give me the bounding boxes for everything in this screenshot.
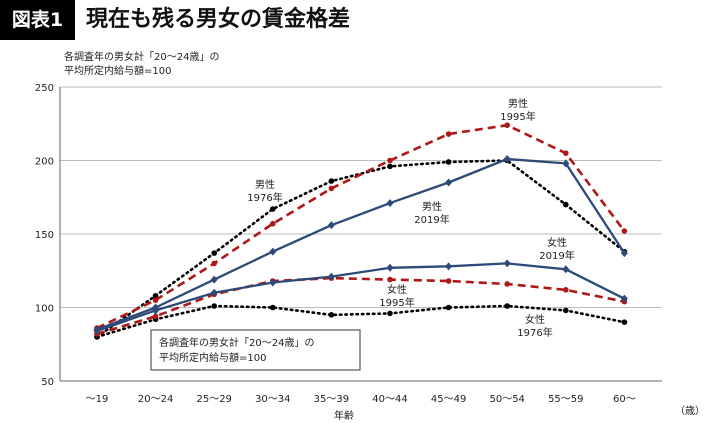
x-tick-label-0: ～19: [86, 394, 109, 405]
series-1-point-5: [387, 157, 393, 164]
baseline-note-line2: 平均所定内給与額=100: [64, 66, 172, 77]
series-1-point-6: [445, 131, 452, 137]
series-label-1-line-1: 1995年: [500, 110, 535, 123]
series-2-point-6: [445, 178, 453, 187]
series-4-point-1: [152, 313, 159, 320]
x-tick-label-5: 40～44: [372, 394, 407, 405]
series-4-point-8: [563, 287, 569, 293]
series-3-point-8: [563, 307, 569, 314]
series-2-point-4: [327, 221, 335, 230]
y-tick-label-100: 100: [35, 304, 54, 315]
series-1-point-3: [270, 220, 276, 227]
series-3-point-5: [387, 310, 393, 317]
annotation-box: [150, 329, 361, 371]
series-3-point-6: [445, 304, 452, 311]
series-1-point-1: [152, 297, 159, 303]
annotation-line2: 平均所定内給与額=100: [159, 351, 266, 364]
series-5-point-3: [269, 278, 277, 287]
series-0-point-6: [445, 159, 452, 165]
series-1-point-8: [563, 150, 569, 156]
series-line-3: [95, 304, 626, 339]
series-5-point-7: [503, 259, 511, 268]
x-tick-label-2: 25～29: [196, 394, 231, 405]
y-tick-label-250: 250: [35, 83, 54, 94]
series-label-2-line-1: 2019年: [414, 213, 449, 226]
series-2-point-2: [210, 275, 218, 284]
series-5-point-1: [152, 306, 160, 315]
series-3-point-3: [270, 304, 276, 311]
series-4-point-6: [445, 278, 452, 284]
series-label-5-line-1: 2019年: [539, 249, 574, 262]
series-1-point-9: [621, 228, 628, 234]
series-label-5-line-0: 女性: [547, 236, 567, 249]
series-5-point-2: [210, 288, 218, 297]
chart-title: 現在も残る男女の賃金格差: [86, 7, 351, 32]
baseline-note-line1: 各調査年の男女計「20～24歳」の: [64, 52, 220, 63]
x-tick-label-1: 20～24: [138, 394, 173, 405]
series-5-point-0: [93, 327, 101, 336]
series-0-point-4: [328, 178, 335, 184]
series-4-point-7: [504, 281, 511, 287]
series-5-point-9: [620, 294, 628, 303]
series-5-point-8: [562, 265, 570, 274]
x-tick-label-7: 50～54: [489, 394, 524, 405]
series-label-3-line-0: 女性: [525, 313, 545, 326]
series-0-point-2: [211, 250, 217, 256]
series-line-2: [96, 157, 626, 331]
series-0-point-3: [270, 206, 276, 212]
y-tick-label-200: 200: [35, 157, 54, 168]
series-5-point-4: [327, 272, 335, 281]
x-tick-label-9: 60～: [613, 394, 636, 405]
series-line-5: [96, 262, 625, 333]
annotation-line1: 各調査年の男女計「20～24歳」の: [159, 336, 314, 349]
series-3-point-9: [621, 319, 628, 326]
series-line-4: [96, 276, 625, 336]
series-label-2-line-0: 男性: [422, 200, 442, 213]
x-axis-label: 年齢: [334, 409, 354, 422]
series-2-point-3: [269, 247, 277, 256]
series-label-4-line-1: 1995年: [379, 296, 414, 309]
series-line-1: [96, 123, 626, 330]
figure-number-badge: 図表1: [0, 0, 75, 40]
series-2-point-7: [503, 155, 511, 164]
series-2-point-8: [562, 159, 570, 168]
series-label-0-line-0: 男性: [255, 178, 275, 191]
series-1-point-7: [504, 122, 511, 129]
y-tick-label-50: 50: [41, 377, 54, 388]
figure-header: 図表1 現在も残る男女の賃金格差: [0, 0, 710, 44]
x-axis-unit: （歳）: [675, 405, 705, 417]
series-label-3-line-1: 1976年: [517, 326, 552, 339]
series-label-4-line-0: 女性: [387, 283, 407, 296]
baseline-note: 各調査年の男女計「20～24歳」の 平均所定内給与額=100: [64, 51, 219, 79]
x-tick-label-3: 30～34: [255, 394, 290, 405]
series-label-1-line-0: 男性: [508, 97, 528, 110]
x-tick-label-8: 55～59: [548, 394, 583, 405]
x-tick-label-6: 45～49: [431, 394, 466, 405]
series-3-point-2: [211, 303, 217, 309]
series-4-point-5: [387, 276, 393, 283]
y-tick-label-150: 150: [35, 230, 54, 241]
series-0-point-1: [152, 292, 159, 299]
series-5-point-5: [386, 263, 394, 272]
x-tick-label-4: 35～39: [314, 394, 349, 405]
series-5-point-6: [445, 262, 453, 271]
series-1-point-4: [328, 185, 335, 192]
series-line-0: [95, 159, 626, 339]
series-1-point-2: [211, 260, 217, 267]
series-3-point-7: [504, 303, 511, 309]
series-0-point-8: [563, 201, 569, 208]
series-2-point-5: [386, 199, 394, 208]
series-3-point-4: [328, 312, 335, 318]
series-label-0-line-1: 1976年: [247, 191, 282, 204]
series-2-point-9: [620, 249, 628, 258]
series-0-point-5: [387, 163, 393, 170]
